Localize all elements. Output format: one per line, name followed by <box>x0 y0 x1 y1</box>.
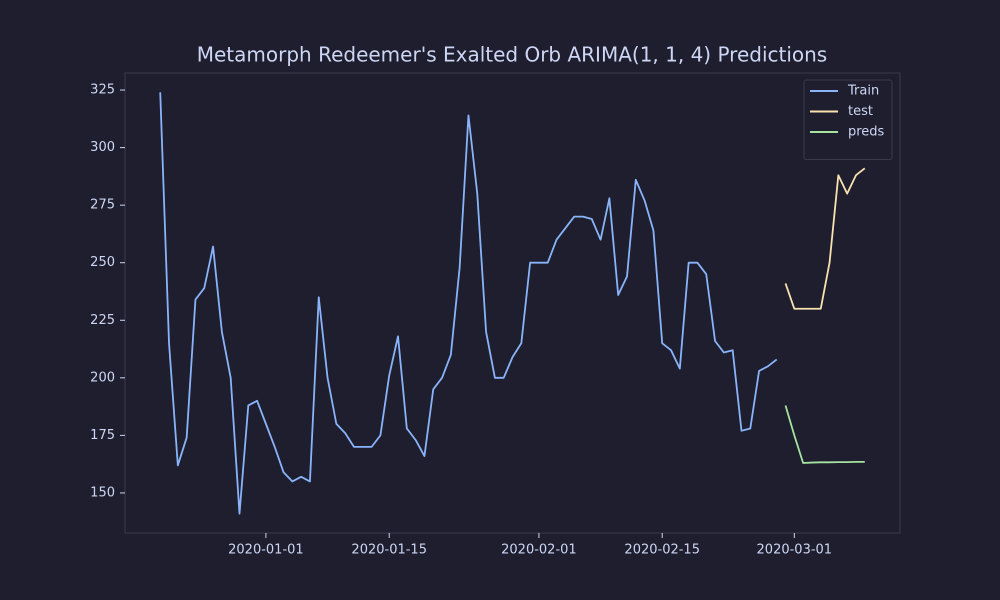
x-tick-label: 2020-03-01 <box>757 543 833 558</box>
x-tick-label: 2020-02-15 <box>624 543 700 558</box>
chart-title: Metamorph Redeemer's Exalted Orb ARIMA(1… <box>197 43 827 67</box>
y-tick-label: 250 <box>90 255 115 270</box>
y-tick-label: 300 <box>90 140 115 155</box>
y-tick-label: 200 <box>90 370 115 385</box>
legend-box <box>803 79 893 160</box>
series-line <box>784 167 866 310</box>
series-line <box>784 405 865 464</box>
x-tick-label: 2020-02-01 <box>501 543 577 558</box>
legend-label: preds <box>848 125 885 140</box>
y-tick-label: 325 <box>90 83 115 98</box>
y-tick-label: 225 <box>90 313 115 328</box>
legend-label: Train <box>847 84 879 99</box>
y-tick-label: 275 <box>90 198 115 213</box>
legend-label: test <box>848 104 873 119</box>
plot-frame <box>124 72 901 534</box>
y-tick-label: 175 <box>90 428 115 443</box>
series-line <box>159 92 778 515</box>
x-tick-label: 2020-01-01 <box>228 543 304 558</box>
y-tick-label: 150 <box>90 485 115 500</box>
x-tick-label: 2020-01-15 <box>351 543 427 558</box>
